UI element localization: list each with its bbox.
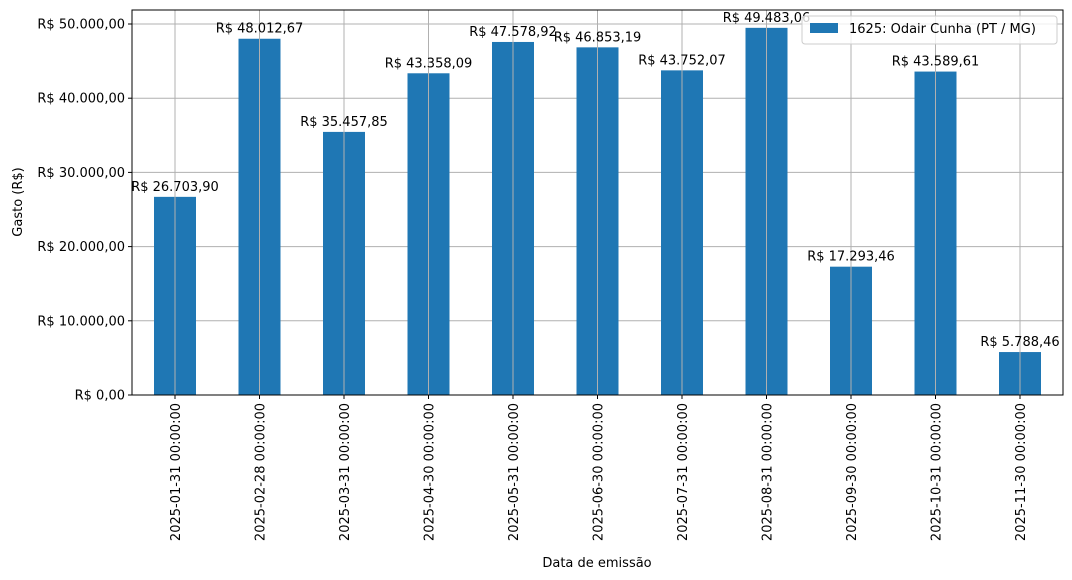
x-tick-label: 2025-05-31 00:00:00	[507, 403, 522, 541]
x-axis-ticks: 2025-01-31 00:00:00 2025-02-28 00:00:00 20…	[169, 395, 1029, 541]
y-tick-label: R$ 0,00	[75, 389, 125, 404]
bar-value-label: R$ 35.457,85	[300, 115, 388, 130]
legend-box	[801, 15, 1058, 45]
y-tick-label: R$ 50.000,00	[37, 18, 125, 33]
bar-value-label: R$ 43.752,07	[638, 53, 726, 68]
x-tick-label: 2025-02-28 00:00:00	[254, 403, 269, 541]
y-tick-label: R$ 20.000,00	[37, 240, 125, 255]
x-tick-label: 2025-03-31 00:00:00	[338, 403, 353, 541]
bar-value-label: R$ 26.703,90	[131, 180, 219, 195]
x-axis-title: Data de emissão	[542, 556, 651, 571]
bar-value-label: R$ 47.578,92	[469, 25, 557, 40]
bar-value-label: R$ 46.853,19	[554, 30, 642, 45]
bar-value-label: R$ 49.483,06	[723, 11, 811, 26]
legend-swatch	[810, 23, 838, 33]
x-tick-label: 2025-11-30 00:00:00	[1014, 403, 1029, 541]
y-tick-label: R$ 10.000,00	[37, 314, 125, 329]
x-tick-label: 2025-07-31 00:00:00	[676, 403, 691, 541]
y-tick-label: R$ 40.000,00	[37, 92, 125, 107]
y-axis-title: Gasto (R$)	[11, 167, 26, 236]
bar-value-label: R$ 17.293,46	[807, 250, 895, 265]
x-tick-label: 2025-08-31 00:00:00	[761, 403, 776, 541]
x-tick-label: 2025-09-30 00:00:00	[845, 403, 860, 541]
bar-value-label: R$ 5.788,46	[980, 335, 1059, 350]
x-tick-label: 2025-01-31 00:00:00	[169, 403, 184, 541]
bar-value-labels: R$ 26.703,90 R$ 48.012,67 R$ 35.457,85 R$ 4…	[131, 10, 1060, 395]
y-axis-ticks: R$ 0,00 R$ 10.000,00 R$ 20.000,00 R$ 30.000…	[37, 18, 132, 404]
bar-value-label: R$ 48.012,67	[216, 22, 304, 37]
x-tick-label: 2025-10-31 00:00:00	[930, 403, 945, 541]
x-tick-label: 2025-06-30 00:00:00	[592, 403, 607, 541]
x-tick-label: 2025-04-30 00:00:00	[423, 403, 438, 541]
bar-value-label: R$ 43.589,61	[892, 55, 980, 70]
legend: 1625: Odair Cunha (PT / MG)	[801, 15, 1058, 45]
bar-value-label: R$ 43.358,09	[385, 56, 473, 71]
legend-label: 1625: Odair Cunha (PT / MG)	[849, 22, 1036, 37]
y-tick-label: R$ 30.000,00	[37, 166, 125, 181]
